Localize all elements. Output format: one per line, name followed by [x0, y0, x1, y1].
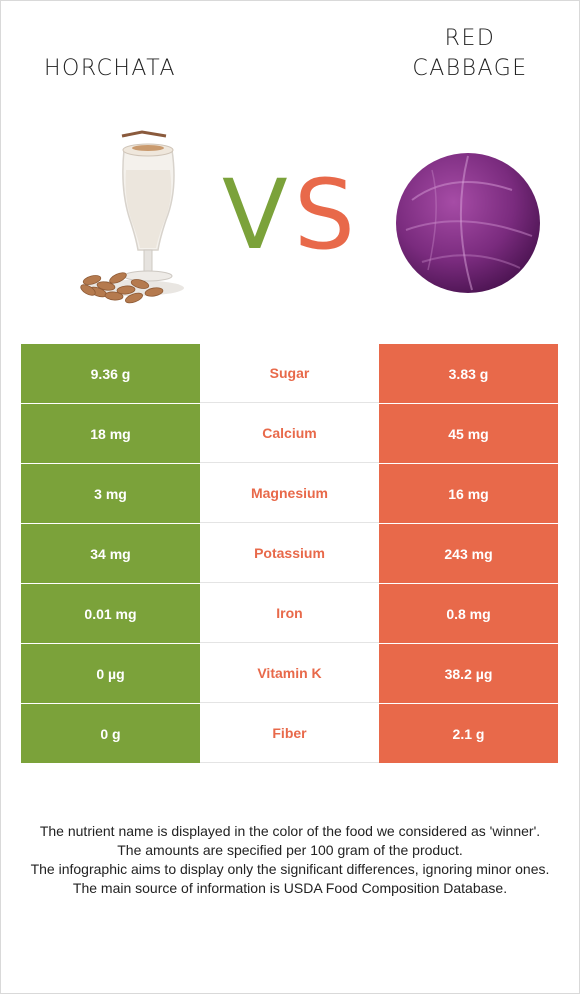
left-value: 18 mg — [21, 404, 200, 463]
horchata-glass-icon — [80, 130, 184, 304]
left-value: 0.01 mg — [21, 584, 200, 643]
right-value: 38.2 µg — [379, 644, 558, 703]
right-value: 243 mg — [379, 524, 558, 583]
left-value: 34 mg — [21, 524, 200, 583]
right-food-title-line1: RED — [444, 26, 496, 51]
nutrient-comparison-table: 9.36 g Sugar 3.83 g 18 mg Calcium 45 mg 3 mg Ma… — [21, 344, 558, 764]
table-row: 0.01 mg Iron 0.8 mg — [21, 584, 558, 644]
table-row: 3 mg Magnesium 16 mg — [21, 464, 558, 524]
left-value: 0 g — [21, 704, 200, 763]
right-food-title-line2: CABBAGE — [412, 56, 528, 81]
left-value: 3 mg — [21, 464, 200, 523]
table-row: 34 mg Potassium 243 mg — [21, 524, 558, 584]
footer-line-4: The main source of information is USDA F… — [72, 880, 508, 896]
table-row: 18 mg Calcium 45 mg — [21, 404, 558, 464]
left-value: 9.36 g — [21, 344, 200, 403]
right-value: 3.83 g — [379, 344, 558, 403]
red-cabbage-icon — [396, 153, 540, 293]
left-value: 0 µg — [21, 644, 200, 703]
footer-line-3: The infographic aims to display only the… — [30, 861, 550, 877]
table-row: 0 g Fiber 2.1 g — [21, 704, 558, 764]
right-value: 45 mg — [379, 404, 558, 463]
table-row: 9.36 g Sugar 3.83 g — [21, 344, 558, 404]
versus-s: S — [294, 159, 355, 271]
nutrient-name: Fiber — [200, 704, 379, 763]
table-row: 0 µg Vitamin K 38.2 µg — [21, 644, 558, 704]
nutrient-name: Sugar — [200, 344, 379, 403]
nutrient-name: Potassium — [200, 524, 379, 583]
right-food-title: RED CABBAGE — [370, 24, 570, 84]
nutrient-name: Magnesium — [200, 464, 379, 523]
nutrient-name: Iron — [200, 584, 379, 643]
footer-line-1: The nutrient name is displayed in the co… — [39, 823, 541, 839]
right-value: 2.1 g — [379, 704, 558, 763]
nutrient-name: Calcium — [200, 404, 379, 463]
right-value: 16 mg — [379, 464, 558, 523]
versus-label: V S — [222, 160, 362, 270]
footer-line-2: The amounts are specified per 100 gram o… — [117, 842, 463, 858]
versus-v: V — [222, 159, 288, 271]
left-food-title: HORCHATA — [43, 56, 177, 81]
nutrient-name: Vitamin K — [200, 644, 379, 703]
footer-notes: The nutrient name is displayed in the co… — [30, 822, 550, 898]
right-value: 0.8 mg — [379, 584, 558, 643]
